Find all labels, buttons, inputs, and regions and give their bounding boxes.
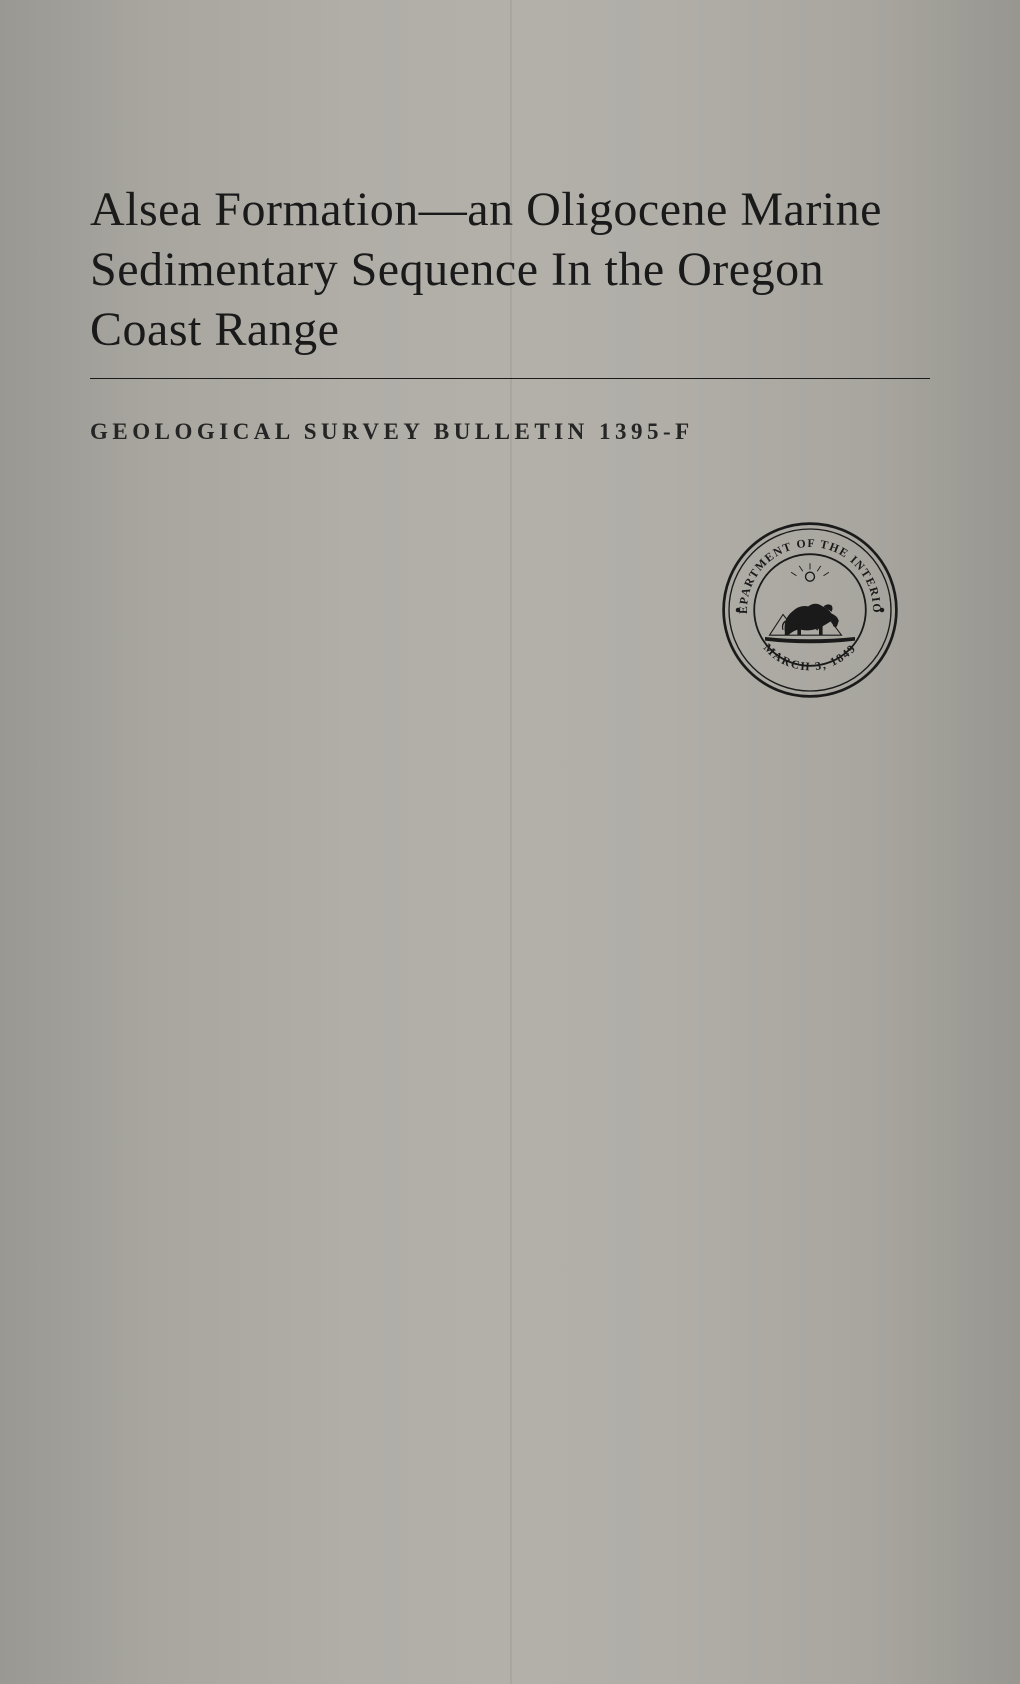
seal-bottom-text: MARCH 3, 1849 [761, 641, 859, 673]
document-subtitle: GEOLOGICAL SURVEY BULLETIN 1395-F [90, 419, 930, 445]
title-underline-rule [90, 378, 930, 379]
department-seal: DEPARTMENT OF THE INTERIOR MARCH 3, 1849 [720, 520, 900, 700]
svg-text:DEPARTMENT OF THE INTERIOR: DEPARTMENT OF THE INTERIOR [720, 520, 883, 614]
svg-text:MARCH 3, 1849: MARCH 3, 1849 [761, 641, 859, 673]
seal-top-text: DEPARTMENT OF THE INTERIOR [720, 520, 883, 614]
document-title: Alsea Formation—an Oligocene Marine Sedi… [90, 180, 930, 360]
